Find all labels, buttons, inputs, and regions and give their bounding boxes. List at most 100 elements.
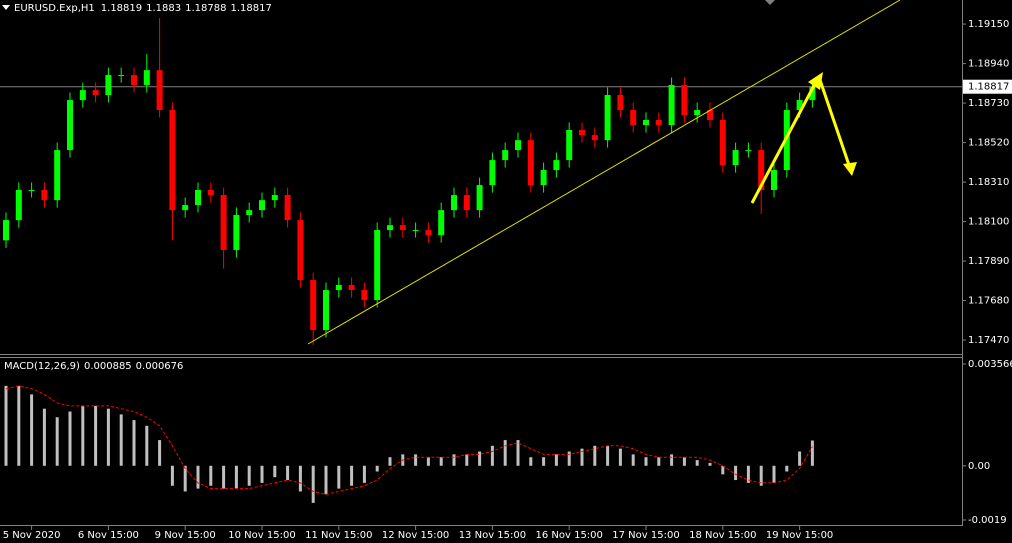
- macd-bar: [465, 454, 469, 466]
- macd-bar: [324, 465, 328, 495]
- current-price-box: [963, 79, 1012, 94]
- macd-bar: [644, 457, 648, 466]
- macd-bar: [337, 465, 341, 489]
- macd-bar: [209, 465, 213, 486]
- macd-value: 0.000885: [84, 361, 132, 372]
- macd-bar: [452, 454, 456, 466]
- macd-header: MACD(12,26,9) 0.000885 0.000676: [4, 361, 183, 372]
- macd-bar: [810, 440, 814, 466]
- candle-body: [438, 210, 445, 236]
- macd-bar: [618, 448, 622, 466]
- macd-bar: [593, 445, 597, 466]
- macd-bar: [145, 425, 149, 466]
- candle-body: [118, 75, 125, 77]
- macd-bar: [81, 405, 85, 466]
- candle-body: [374, 230, 381, 301]
- candle-body: [515, 140, 521, 151]
- macd-bar: [42, 408, 46, 466]
- arrow-up: [750, 77, 820, 204]
- candle-body: [54, 150, 61, 201]
- x-tick-label: 18 Nov 15:00: [689, 530, 756, 541]
- y-tick-label: 1.19150: [968, 19, 1009, 30]
- y-tick-label: 1.18100: [968, 217, 1009, 228]
- candle-body: [28, 189, 35, 191]
- candle-body: [233, 214, 240, 250]
- x-tick-label: 19 Nov 15:00: [766, 530, 833, 541]
- macd-bar: [746, 465, 750, 483]
- candle-body: [348, 284, 355, 291]
- arrow-down: [818, 79, 852, 169]
- candle-body: [79, 90, 86, 101]
- candle-body: [745, 150, 752, 152]
- y-tick-label: 1.18730: [968, 98, 1009, 109]
- macd-bar: [170, 465, 174, 486]
- candle-body: [579, 129, 585, 136]
- macd-bar: [234, 465, 238, 489]
- y-tick-label: 0.00: [968, 461, 990, 472]
- candle-body: [207, 189, 214, 196]
- arrow-head: [808, 72, 823, 90]
- candle-body: [540, 170, 547, 186]
- macd-bar: [798, 451, 802, 466]
- macd-bar: [119, 414, 123, 466]
- macd-bar: [183, 465, 187, 492]
- macd-bar: [196, 465, 200, 489]
- x-tick-label: 17 Nov 15:00: [612, 530, 679, 541]
- candle-body: [566, 129, 573, 161]
- macd-bar: [682, 457, 686, 466]
- macd-bar: [4, 385, 8, 466]
- candle-body: [399, 225, 406, 231]
- candle-body: [796, 100, 803, 111]
- macd-bar: [580, 448, 584, 466]
- symbol-header: EURUSD.Exp,H1 1.18819 1.1883 1.18788 1.18817: [14, 3, 272, 14]
- candle-body: [809, 86, 816, 101]
- candle-body: [323, 290, 329, 331]
- candle-body: [630, 110, 637, 126]
- candle-body: [655, 120, 662, 126]
- candle-body: [527, 140, 534, 186]
- x-tick-label: 16 Nov 15:00: [535, 530, 602, 541]
- macd-bar: [734, 465, 738, 481]
- macd-bar: [759, 465, 763, 486]
- candle-body: [67, 100, 73, 151]
- x-tick-label: 9 Nov 15:00: [155, 530, 216, 541]
- macd-bar: [785, 465, 789, 472]
- candle-body: [681, 85, 688, 116]
- candle-body: [758, 150, 765, 190]
- x-tick-label: 12 Nov 15:00: [382, 530, 449, 541]
- y-tick-label: 1.18310: [968, 177, 1009, 188]
- candle-body: [310, 280, 317, 331]
- macd-bar: [721, 465, 725, 475]
- macd-bar: [554, 454, 558, 466]
- candle-body: [387, 225, 393, 231]
- open-value: 1.18819: [101, 3, 142, 14]
- candle-body: [92, 90, 99, 95]
- macd-bar: [30, 394, 34, 466]
- candle-body: [617, 94, 624, 111]
- macd-bar: [132, 420, 136, 466]
- candle-body: [259, 200, 265, 211]
- candle-body: [41, 189, 48, 201]
- candle-body: [476, 185, 483, 211]
- menu-marker[interactable]: [2, 5, 10, 10]
- candle-body: [719, 120, 726, 166]
- macd-bar: [68, 411, 72, 466]
- x-tick-label: 10 Nov 15:00: [228, 530, 295, 541]
- macd-bar: [503, 440, 507, 466]
- y-tick-label: -0.0019: [968, 515, 1007, 526]
- y-tick-label: 1.17470: [968, 335, 1009, 346]
- macd-bar: [273, 465, 277, 478]
- macd-bar: [158, 440, 162, 466]
- candle-body: [105, 75, 112, 95]
- macd-bar: [222, 465, 226, 489]
- macd-bar: [106, 408, 110, 466]
- macd-bar: [55, 417, 59, 466]
- macd-bar: [286, 465, 290, 481]
- candle-body: [425, 230, 432, 236]
- symbol: EURUSD.Exp,H1: [14, 3, 95, 14]
- x-tick-label: 6 Nov 15:00: [78, 530, 139, 541]
- x-tick-label: 5 Nov 2020: [3, 530, 61, 541]
- candle-body: [182, 205, 189, 211]
- candle-body: [463, 195, 470, 211]
- low-value: 1.18788: [185, 3, 226, 14]
